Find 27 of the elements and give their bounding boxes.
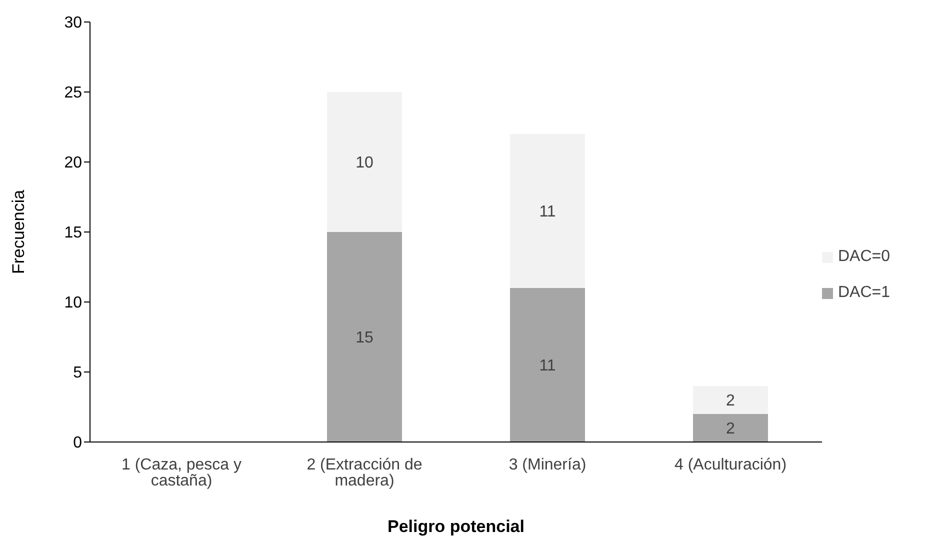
y-tick-label: 10: [64, 294, 82, 312]
y-tick-label: 25: [64, 84, 82, 102]
y-tick-label: 15: [64, 224, 82, 242]
x-tick-label: 4 (Aculturación): [674, 456, 787, 474]
x-tick-label: 1 (Caza, pesca y castaña): [121, 456, 242, 490]
bar: [693, 414, 768, 442]
x-tick-label: 2 (Extracción de madera): [306, 456, 422, 490]
data-label: 10: [356, 154, 374, 172]
bar: [327, 232, 402, 442]
x-tick-label: 3 (Minería): [508, 456, 586, 474]
data-label: 11: [539, 358, 556, 375]
y-tick-label: 20: [64, 154, 82, 172]
y-tick-label: 0: [73, 434, 82, 452]
bar: [510, 134, 585, 288]
data-label: 15: [356, 330, 374, 347]
bar: [693, 386, 768, 414]
legend-label: DAC=0: [838, 248, 890, 266]
legend-label: DAC=1: [838, 284, 890, 302]
y-tick-label: 5: [73, 364, 82, 382]
y-tick-label: 30: [64, 14, 82, 32]
bar: [510, 288, 585, 442]
data-label: 2: [726, 392, 736, 410]
x-axis-title: Peligro potencial: [388, 517, 524, 536]
bar: [327, 92, 402, 232]
data-label: 2: [726, 420, 736, 438]
data-label: 11: [539, 204, 556, 221]
y-axis-title: Frecuencia: [9, 189, 28, 274]
